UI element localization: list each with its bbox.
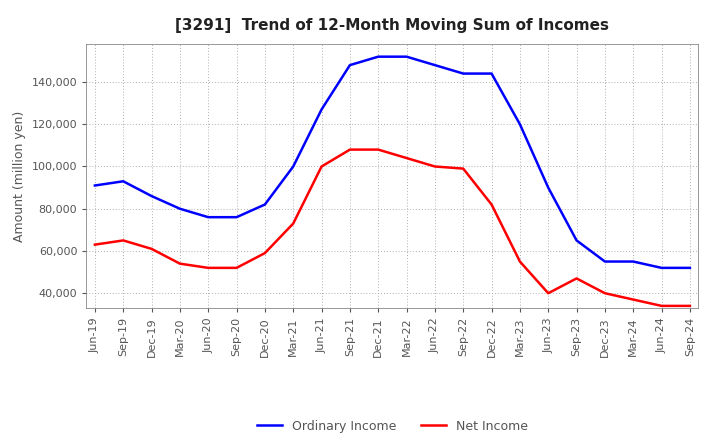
Ordinary Income (572, 238, 581, 243)
Ordinary Income (204, 215, 212, 220)
Ordinary Income (374, 54, 382, 59)
Ordinary Income (176, 206, 184, 211)
Y-axis label: Amount (million yen): Amount (million yen) (13, 110, 26, 242)
Ordinary Income (91, 183, 99, 188)
Ordinary Income (544, 185, 552, 190)
Net Income (148, 246, 156, 252)
Net Income (374, 147, 382, 152)
Net Income (289, 221, 297, 226)
Legend: Ordinary Income, Net Income: Ordinary Income, Net Income (252, 414, 533, 437)
Net Income (629, 297, 637, 302)
Ordinary Income (402, 54, 411, 59)
Ordinary Income (459, 71, 467, 76)
Ordinary Income (289, 164, 297, 169)
Line: Ordinary Income: Ordinary Income (95, 57, 690, 268)
Net Income (431, 164, 439, 169)
Net Income (600, 290, 609, 296)
Net Income (318, 164, 326, 169)
Line: Net Income: Net Income (95, 150, 690, 306)
Ordinary Income (261, 202, 269, 207)
Net Income (487, 202, 496, 207)
Net Income (261, 250, 269, 256)
Net Income (544, 290, 552, 296)
Net Income (516, 259, 524, 264)
Net Income (657, 303, 666, 308)
Net Income (685, 303, 694, 308)
Ordinary Income (431, 62, 439, 68)
Ordinary Income (685, 265, 694, 271)
Net Income (402, 155, 411, 161)
Ordinary Income (487, 71, 496, 76)
Ordinary Income (600, 259, 609, 264)
Ordinary Income (119, 179, 127, 184)
Net Income (91, 242, 99, 247)
Ordinary Income (629, 259, 637, 264)
Ordinary Income (318, 107, 326, 112)
Net Income (233, 265, 241, 271)
Net Income (119, 238, 127, 243)
Net Income (346, 147, 354, 152)
Ordinary Income (657, 265, 666, 271)
Net Income (572, 276, 581, 281)
Ordinary Income (346, 62, 354, 68)
Ordinary Income (233, 215, 241, 220)
Net Income (204, 265, 212, 271)
Title: [3291]  Trend of 12-Month Moving Sum of Incomes: [3291] Trend of 12-Month Moving Sum of I… (176, 18, 609, 33)
Net Income (459, 166, 467, 171)
Ordinary Income (516, 121, 524, 127)
Ordinary Income (148, 194, 156, 199)
Net Income (176, 261, 184, 266)
